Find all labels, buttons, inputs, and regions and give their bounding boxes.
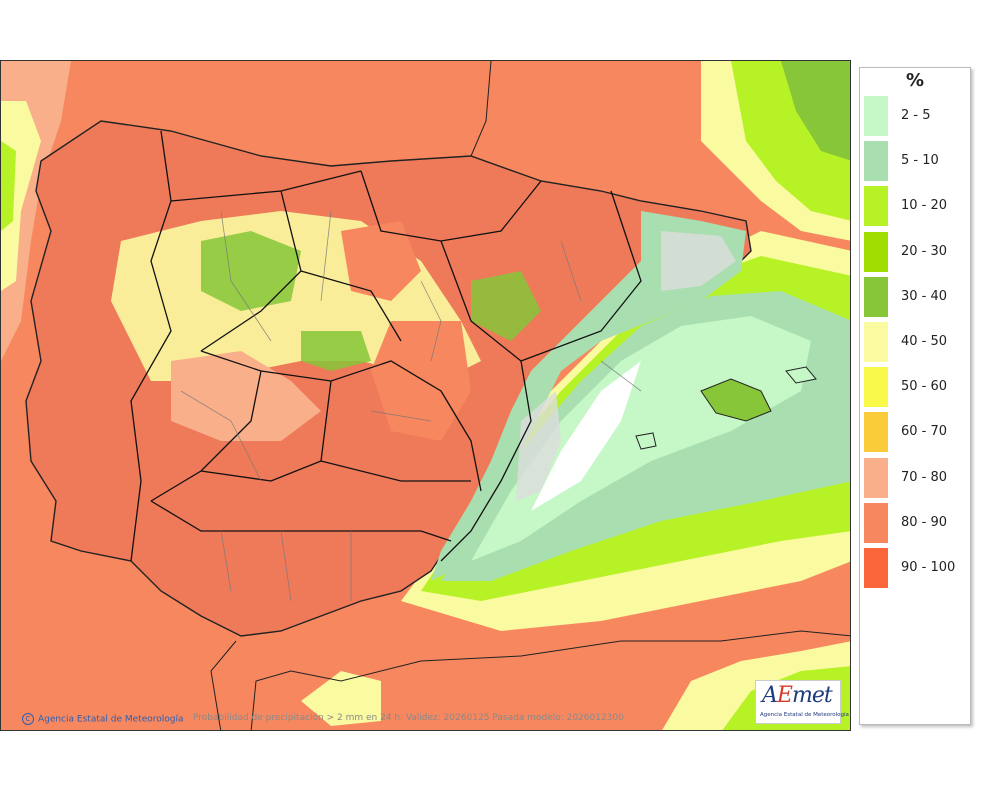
legend-label: 90 - 100 bbox=[901, 560, 956, 575]
legend-swatch bbox=[864, 548, 888, 588]
inland-green-2 bbox=[301, 331, 371, 371]
atlantic-green bbox=[1, 141, 16, 231]
france-darkgreen bbox=[781, 61, 850, 161]
aemet-logo: AEmet Agencia Estatal de Meteorología bbox=[755, 680, 849, 724]
aemet-logo-wordmark: AEmet bbox=[762, 683, 833, 708]
inland-red-1 bbox=[341, 221, 421, 301]
aemet-credit: C Agencia Estatal de Meteorología bbox=[22, 713, 184, 725]
legend-label: 40 - 50 bbox=[901, 334, 948, 349]
legend-label: 50 - 60 bbox=[901, 379, 948, 395]
legend-item: 70 - 80 bbox=[864, 457, 968, 500]
legend-item: 20 - 30 bbox=[864, 231, 968, 274]
legend-swatch bbox=[864, 276, 888, 317]
legend-swatch bbox=[864, 457, 888, 498]
africa-coast bbox=[250, 630, 850, 730]
province-borders bbox=[180, 210, 642, 602]
east-coast-strip bbox=[431, 211, 746, 581]
copyright-icon: C bbox=[22, 713, 34, 725]
legend-item: 5 - 10 bbox=[864, 141, 968, 183]
precipitation-probability-map bbox=[0, 60, 851, 731]
legend-label: 2 - 5 bbox=[901, 108, 931, 123]
strait-yellow bbox=[301, 671, 381, 726]
legend-unit: % bbox=[905, 70, 925, 91]
legend-swatch bbox=[864, 502, 888, 543]
legend-label: 20 - 30 bbox=[901, 243, 948, 259]
legend-label: 5 - 10 bbox=[901, 153, 939, 169]
map-canvas bbox=[1, 61, 850, 730]
legend-panel: % 2 - 5 5 - 10 10 - 20 20 - 30 30 - 40 40 - 5… bbox=[859, 67, 971, 725]
legend-swatch bbox=[864, 412, 888, 453]
map-caption: Probabilidad de precipitación > 2 mm en … bbox=[193, 713, 624, 723]
legend-swatch bbox=[864, 231, 888, 272]
inland-orange bbox=[171, 351, 321, 441]
legend-item: 50 - 60 bbox=[864, 367, 968, 409]
legend-swatch bbox=[864, 367, 888, 408]
legend-label: 30 - 40 bbox=[901, 288, 948, 304]
inland-green-1 bbox=[201, 231, 301, 311]
inland-green-3 bbox=[471, 271, 541, 341]
legend-swatch bbox=[864, 141, 888, 182]
med-white bbox=[531, 361, 641, 511]
legend-item: 2 - 5 bbox=[864, 96, 968, 138]
aemet-logo-subtitle: Agencia Estatal de Meteorología bbox=[760, 712, 849, 718]
legend-swatch bbox=[864, 322, 888, 362]
valencia-relief bbox=[516, 391, 561, 501]
legend-label: 70 - 80 bbox=[901, 469, 948, 485]
catalonia-relief bbox=[661, 231, 736, 291]
mallorca bbox=[700, 378, 772, 422]
legend-item: 40 - 50 bbox=[864, 322, 968, 364]
legend-swatch bbox=[864, 186, 888, 227]
legend-label: 10 - 20 bbox=[901, 198, 948, 214]
legend-label: 60 - 70 bbox=[901, 424, 948, 440]
france-coast bbox=[470, 61, 492, 157]
menorca bbox=[785, 366, 817, 384]
legend-swatch bbox=[864, 96, 888, 136]
legend-item: 10 - 20 bbox=[864, 186, 968, 228]
credit-text: Agencia Estatal de Meteorología bbox=[38, 714, 184, 725]
legend-item: 90 - 100 bbox=[864, 548, 968, 590]
legend-item: 30 - 40 bbox=[864, 276, 968, 319]
morocco-border bbox=[210, 640, 237, 730]
legend-label: 80 - 90 bbox=[901, 514, 948, 530]
region-borders bbox=[130, 130, 642, 562]
legend-item: 80 - 90 bbox=[864, 502, 968, 545]
legend-item: 60 - 70 bbox=[864, 412, 968, 454]
ibiza bbox=[635, 432, 657, 450]
inland-red-2 bbox=[371, 321, 471, 441]
